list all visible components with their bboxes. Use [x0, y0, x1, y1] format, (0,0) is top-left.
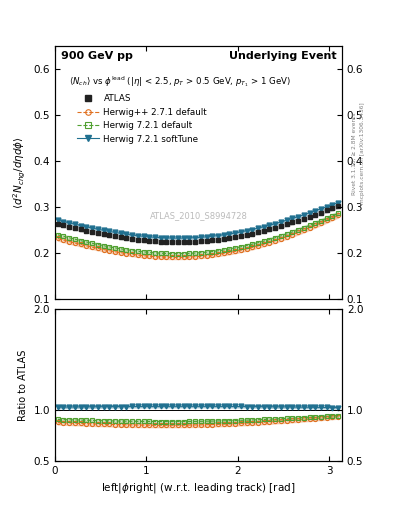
Text: 900 GeV pp: 900 GeV pp: [61, 51, 132, 61]
Text: Rivet 3.1.10, ≥ 2.8M events: Rivet 3.1.10, ≥ 2.8M events: [352, 112, 357, 195]
Text: mcplots.cern.ch [arXiv:1306.3436]: mcplots.cern.ch [arXiv:1306.3436]: [360, 103, 365, 204]
Text: Underlying Event: Underlying Event: [229, 51, 336, 61]
Legend: ATLAS, Herwig++ 2.7.1 default, Herwig 7.2.1 default, Herwig 7.2.1 softTune: ATLAS, Herwig++ 2.7.1 default, Herwig 7.…: [74, 91, 211, 147]
Y-axis label: $\langle d^2 N_{chg}/d\eta d\phi \rangle$: $\langle d^2 N_{chg}/d\eta d\phi \rangle…: [12, 136, 28, 209]
X-axis label: left|$\phi$right| (w.r.t. leading track) [rad]: left|$\phi$right| (w.r.t. leading track)…: [101, 481, 296, 495]
Text: ATLAS_2010_S8994728: ATLAS_2010_S8994728: [149, 211, 248, 220]
Y-axis label: Ratio to ATLAS: Ratio to ATLAS: [18, 349, 28, 421]
Text: $\langle N_{ch}\rangle$ vs $\phi^{\rm lead}$ ($|\eta|$ < 2.5, $p_T$ > 0.5 GeV, $: $\langle N_{ch}\rangle$ vs $\phi^{\rm le…: [70, 74, 292, 89]
